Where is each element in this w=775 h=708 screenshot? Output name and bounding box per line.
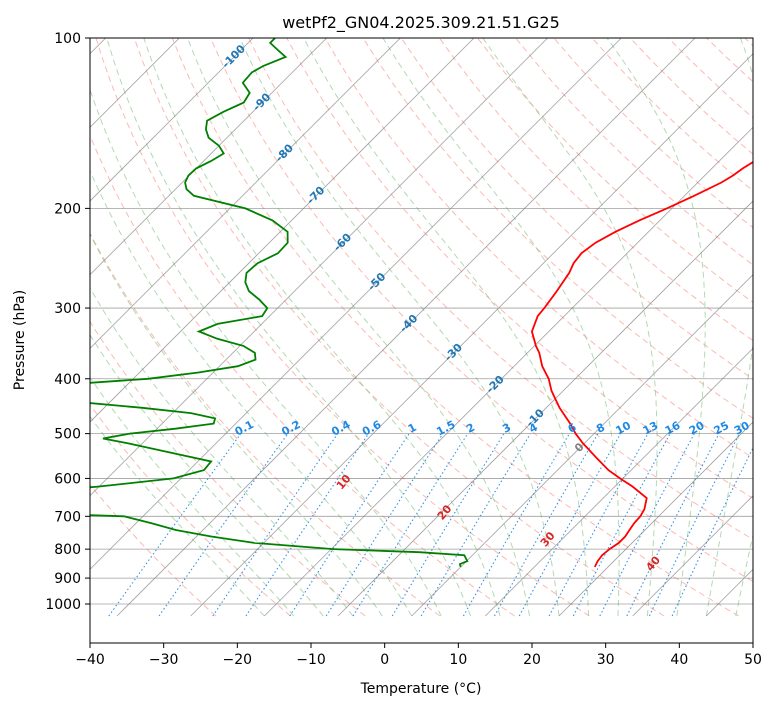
profile-lines	[90, 38, 753, 568]
y-tick-label: 800	[54, 542, 81, 558]
x-tick-label: 10	[449, 652, 467, 668]
mixing-ratio-line	[325, 433, 444, 617]
dry-adiabat-line	[210, 38, 753, 583]
dry-adiabat-line	[95, 38, 590, 617]
y-tick-label: 400	[54, 372, 81, 388]
y-tick-label: 100	[54, 31, 81, 47]
moist-adiabat-line	[90, 233, 383, 617]
dry-adiabat-line	[171, 38, 739, 617]
mixing-ratio-line	[289, 433, 410, 617]
dewpoint-profile-line	[90, 38, 469, 568]
x-tick-label: 50	[744, 652, 762, 668]
y-tick-label: 300	[54, 301, 81, 317]
isotherm-line	[90, 38, 548, 497]
x-axis-title: Temperature (°C)	[360, 681, 482, 697]
moist-adiabat-line	[382, 38, 620, 617]
dry-adiabat-line	[362, 38, 753, 419]
moist-adiabat-line	[606, 38, 706, 617]
isotherm-line	[337, 200, 753, 617]
dry-adiabat-line	[248, 38, 753, 541]
moist-adiabat-line	[705, 38, 753, 617]
x-tick-label: −40	[75, 652, 105, 668]
mixing-ratio-line	[626, 433, 720, 617]
moist-adiabat-line	[106, 38, 472, 617]
isotherm-line	[190, 53, 753, 617]
mixing-ratio-label: 16	[663, 419, 683, 438]
dry-adiabat-line	[90, 320, 366, 617]
x-tick-label: −30	[149, 652, 179, 668]
isotherm-line	[558, 421, 753, 617]
isotherm-line	[116, 38, 696, 617]
mixing-ratio-line	[548, 433, 649, 617]
isotherm-line	[632, 495, 753, 617]
y-tick-label: 700	[54, 509, 81, 525]
isotherm-line	[264, 126, 753, 617]
moist-adiabat-line	[735, 532, 753, 617]
mixing-ratio-line	[648, 433, 740, 617]
moist-adiabat-line	[303, 38, 589, 617]
dry-adiabat-line	[477, 38, 753, 304]
x-tick-label: 40	[670, 652, 688, 668]
y-tick-label: 500	[54, 427, 81, 443]
mixing-ratio-label: 20	[687, 419, 707, 438]
moist-adiabat-line	[90, 415, 265, 617]
x-tick-label: 20	[523, 652, 541, 668]
y-tick-label: 900	[54, 571, 81, 587]
y-axis-title: Pressure (hPa)	[12, 290, 28, 390]
moist-adiabat-line	[90, 334, 324, 617]
x-tick-label: 30	[597, 652, 615, 668]
background-lines	[90, 38, 753, 617]
dry-adiabat-line	[133, 38, 665, 617]
x-tick-label: 0	[380, 652, 389, 668]
moist-adiabat-line	[143, 38, 501, 617]
mixing-ratio-label: 13	[641, 419, 661, 438]
moist-adiabat-line	[90, 376, 295, 617]
isotherm-line	[90, 38, 401, 349]
mixing-ratio-label: 10	[613, 419, 633, 438]
y-tick-label: 1000	[45, 597, 81, 613]
isotherm-line	[90, 38, 327, 276]
mixing-ratio-line	[671, 446, 753, 617]
isotherm-line	[485, 347, 753, 617]
moist-adiabat-line	[239, 38, 560, 617]
dry-adiabat-line	[438, 38, 753, 342]
axes: −40 −30 −20 −10 0 10 20 30 40 50 100 200 300 400 500 60…	[45, 31, 762, 668]
y-tick-label: 600	[54, 471, 81, 487]
isotherm-line	[90, 38, 254, 202]
y-tick-label: 200	[54, 201, 81, 217]
moist-adiabat-line	[90, 287, 354, 617]
mixing-ratio-line	[420, 433, 531, 617]
dry-adiabat-line	[324, 38, 753, 459]
mixing-ratio-line	[599, 433, 695, 617]
mixing-ratio-line	[391, 433, 505, 617]
isotherm-line	[90, 38, 475, 423]
dry-adiabat-line	[400, 38, 753, 380]
temperature-profile-line	[530, 160, 753, 568]
chart-title: wetPf2_GN04.2025.309.21.51.G25	[282, 13, 560, 33]
plot-area	[90, 38, 753, 643]
mixing-ratio-line	[572, 433, 671, 617]
moist-adiabat-line	[187, 38, 530, 617]
mixing-ratio-line	[494, 433, 599, 617]
plot-frame	[89, 37, 754, 644]
mixing-ratio-label: 25	[712, 419, 732, 438]
x-tick-label: −10	[296, 652, 326, 668]
dry-adiabat-line	[90, 403, 291, 617]
isotherm-line	[411, 274, 753, 617]
moist-adiabat-line	[482, 38, 658, 617]
mixing-ratio-label: 30	[732, 419, 752, 438]
x-tick-label: −20	[223, 652, 253, 668]
